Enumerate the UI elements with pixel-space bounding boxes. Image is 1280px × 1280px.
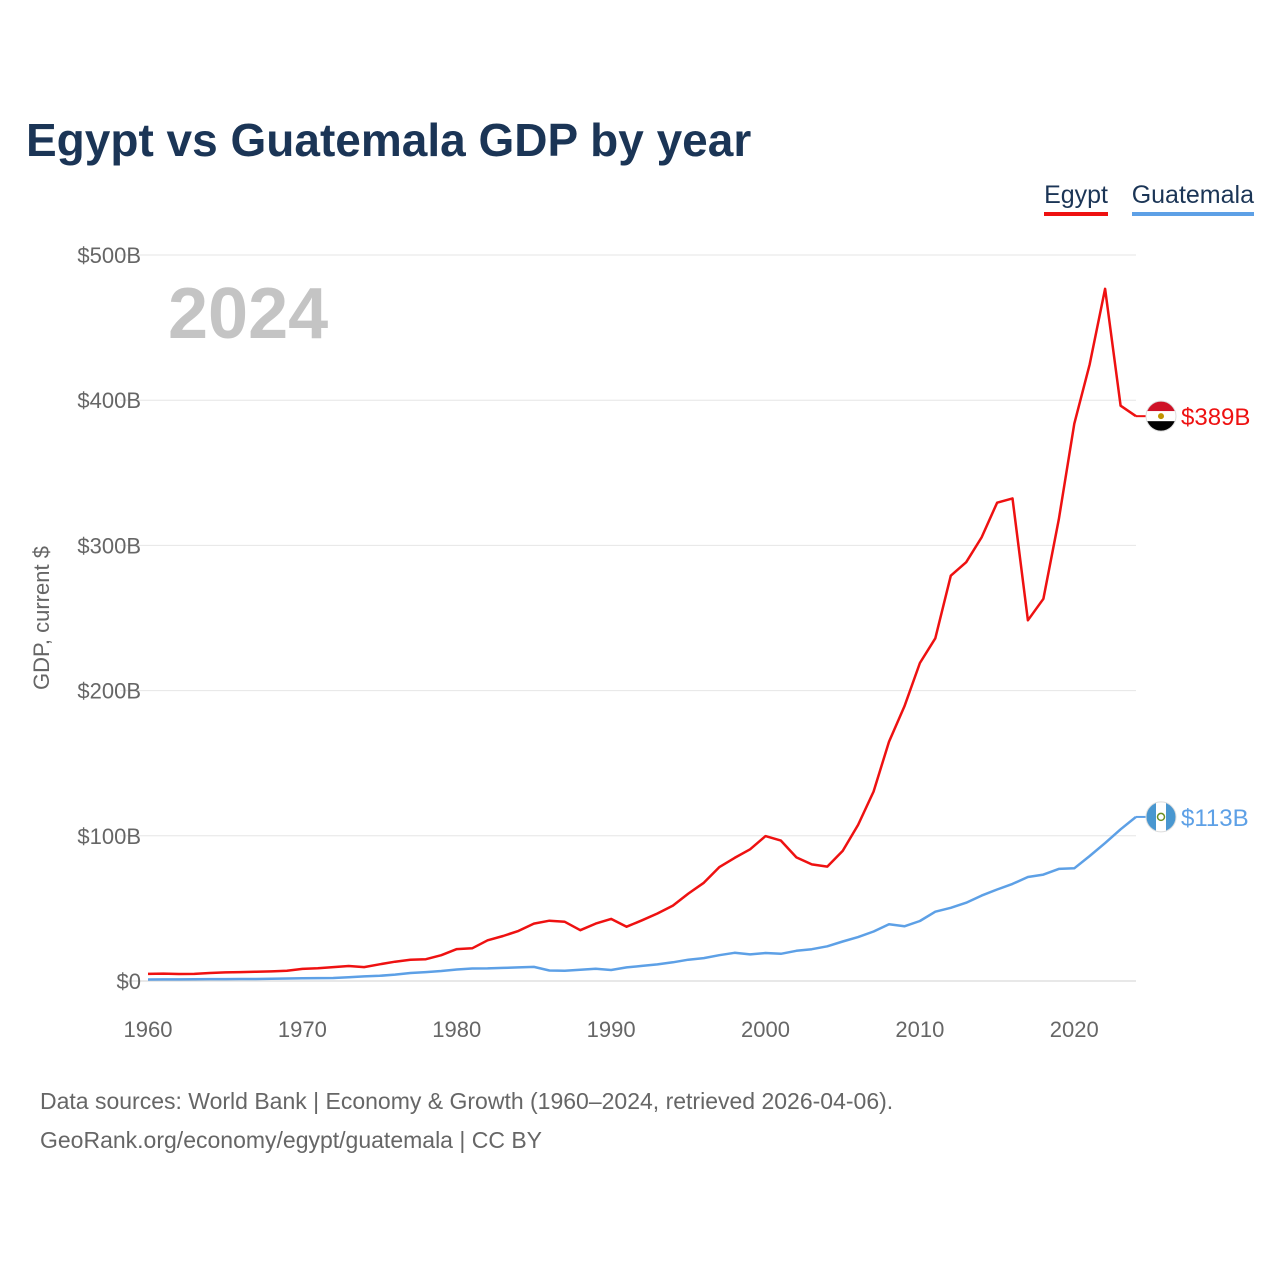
series-lines bbox=[147, 287, 1146, 981]
y-tick-label: $500B bbox=[77, 243, 141, 268]
coat-of-arms-icon bbox=[1156, 812, 1166, 822]
footer-source: Data sources: World Bank | Economy & Gro… bbox=[40, 1082, 893, 1160]
x-tick-label: 1990 bbox=[587, 1017, 636, 1042]
y-tick-label: $0 bbox=[117, 969, 141, 994]
x-tick-label: 1980 bbox=[432, 1017, 481, 1042]
source-text: Data sources: World Bank | Economy & Gro… bbox=[40, 1088, 894, 1114]
flag-stripe-blue-left bbox=[1146, 801, 1156, 832]
eagle-emblem-icon bbox=[1158, 413, 1164, 420]
egypt-flag-stripes bbox=[1146, 401, 1176, 432]
y-tick-label: $200B bbox=[77, 679, 141, 704]
flag-stripe-red bbox=[1146, 401, 1176, 412]
grid-lines bbox=[120, 254, 1136, 982]
flag-border bbox=[1145, 400, 1177, 432]
x-tick-label: 2000 bbox=[741, 1017, 790, 1042]
y-axis-ticks: $0 $100B $200B $300B $400B $500B bbox=[77, 243, 141, 994]
y-tick-label: $400B bbox=[77, 388, 141, 413]
flag-border bbox=[1145, 801, 1177, 833]
end-label-egypt: $389B bbox=[1181, 404, 1250, 431]
legend-item-egypt[interactable]: Egypt bbox=[1044, 180, 1108, 216]
legend-item-guatemala[interactable]: Guatemala bbox=[1131, 180, 1254, 216]
end-label-guatemala: $113B bbox=[1181, 805, 1249, 832]
x-tick-label: 2010 bbox=[895, 1017, 944, 1042]
x-tick-label: 1970 bbox=[278, 1017, 327, 1042]
y-tick-label: $300B bbox=[77, 533, 141, 558]
series-line-egypt bbox=[147, 287, 1137, 976]
egypt-flag-icon bbox=[1145, 400, 1177, 432]
x-axis-ticks: 1960 1970 1980 1990 2000 2010 2020 bbox=[124, 1017, 1099, 1042]
year-watermark: 2024 bbox=[168, 274, 328, 354]
x-tick-label: 1960 bbox=[124, 1017, 173, 1042]
source-link[interactable]: GeoRank.org/economy/egypt/guatemala | CC… bbox=[40, 1127, 543, 1153]
guatemala-flag-stripes bbox=[1146, 801, 1176, 832]
flag-stripe-white bbox=[1156, 801, 1166, 832]
flag-stripe-black bbox=[1146, 421, 1176, 432]
flag-stripe-blue-right bbox=[1166, 801, 1176, 832]
chart-title: Egypt vs Guatemala GDP by year bbox=[26, 114, 752, 166]
y-tick-label: $100B bbox=[77, 824, 141, 849]
x-tick-label: 2020 bbox=[1050, 1017, 1099, 1042]
series-line-guatemala bbox=[147, 815, 1137, 981]
guatemala-flag-icon bbox=[1145, 801, 1177, 833]
